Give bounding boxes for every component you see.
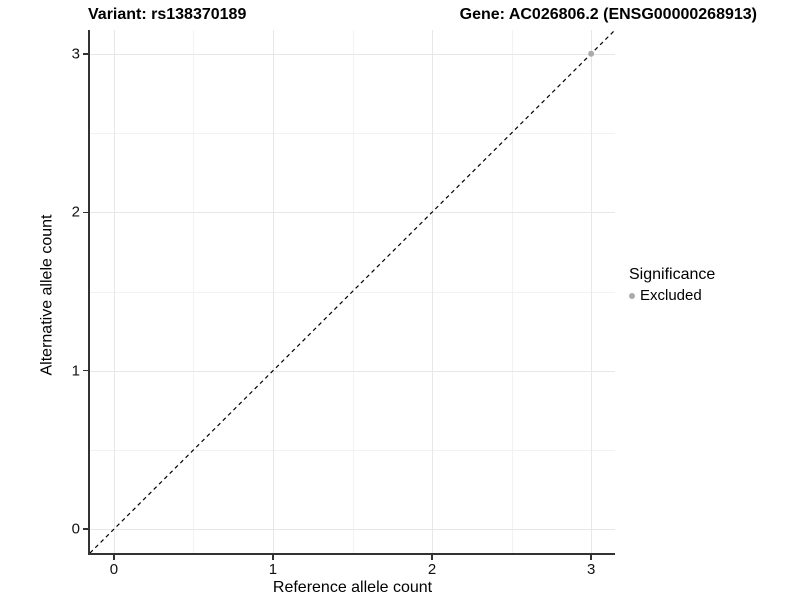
gridline-major-h <box>90 212 615 214</box>
x-tick-label: 2 <box>427 561 437 578</box>
y-tick-mark <box>83 53 88 55</box>
gridline-major-h <box>90 370 615 372</box>
x-tick-label: 1 <box>268 561 278 578</box>
x-tick-mark <box>113 555 115 560</box>
data-point-excluded <box>588 50 595 57</box>
gridline-major-v <box>113 30 115 553</box>
variant-title: Variant: rs138370189 <box>88 6 247 23</box>
legend-item-excluded: Excluded <box>629 287 715 304</box>
x-tick-mark <box>431 555 433 560</box>
y-tick-mark <box>83 528 88 530</box>
y-tick-label: 1 <box>71 362 80 380</box>
x-axis-title: Reference allele count <box>272 579 433 596</box>
x-tick-label: 3 <box>586 561 596 578</box>
gridline-minor-h <box>90 133 615 134</box>
plot-panel <box>90 30 615 553</box>
gridline-minor-h <box>90 449 615 451</box>
panel-canvas <box>90 30 615 553</box>
y-tick-label: 3 <box>71 45 80 63</box>
excluded-point-icon <box>629 292 635 299</box>
x-tick-mark <box>272 555 274 560</box>
y-tick-mark <box>83 369 88 372</box>
y-tick-label: 2 <box>71 203 80 221</box>
identity-dashed-line <box>90 30 615 553</box>
gridline-major-h <box>90 53 615 55</box>
gridline-major-v <box>272 30 274 553</box>
legend: Significance Excluded <box>629 266 715 304</box>
legend-title: Significance <box>629 266 716 283</box>
gene-title: Gene: AC026806.2 (ENSG00000268913) <box>459 6 757 23</box>
x-tick-label: 0 <box>109 561 119 578</box>
gridline-major-v <box>591 30 593 553</box>
x-tick-mark <box>590 555 592 560</box>
y-tick-label: 0 <box>71 520 80 538</box>
x-axis-line <box>88 553 615 555</box>
y-axis-line <box>88 30 90 555</box>
y-tick-mark <box>83 211 88 213</box>
y-axis-title: Alternative allele count <box>38 214 56 376</box>
gridline-major-v <box>432 30 434 553</box>
gridline-major-h <box>90 529 615 531</box>
legend-item-label: Excluded <box>640 287 702 304</box>
